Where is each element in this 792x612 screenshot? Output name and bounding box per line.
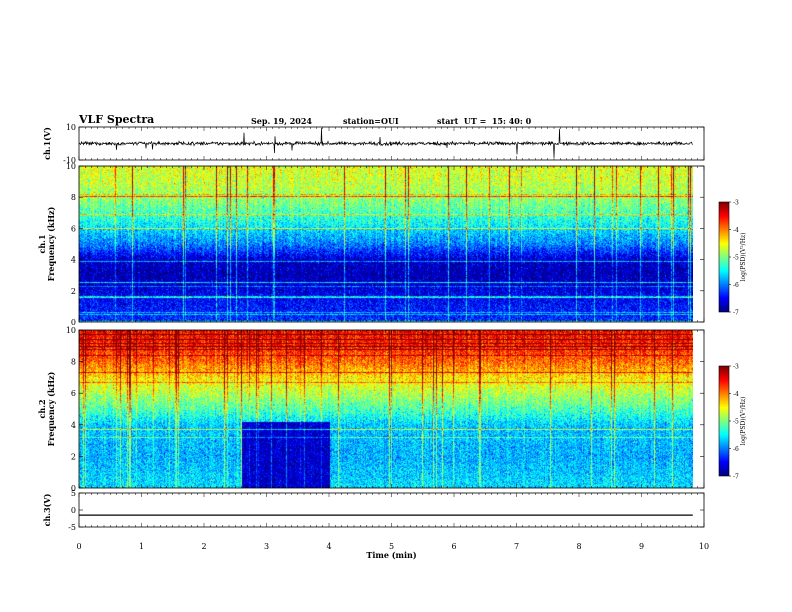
ch2_spectrum-heatmap [79,330,693,488]
ch2_spectrum-colorbar-tick-label: -4 [733,391,739,398]
ch2_spectrum-y-tick-label: 0 [71,484,76,493]
ch2_spectrum-y-tick-label: 6 [71,389,76,398]
x-tick-label: 4 [326,542,331,551]
ch2_spectrum-y-label: ch.2 [37,399,47,418]
ch1_spectrum-colorbar-tick-label: -7 [733,310,739,317]
ch1_waveform-y-label: ch.1(V) [42,127,52,160]
ch1_spectrum-heatmap [79,166,693,322]
ch2_spectrum-colorbar-label: log(PSD)(V²/Hz) [740,397,747,446]
x-tick-label: 9 [639,542,644,551]
x-tick-label: 7 [514,542,519,551]
ch1_spectrum-y-label: Frequency (kHz) [46,206,56,281]
ch1_spectrum-y-tick-label: 2 [71,287,76,296]
ch2_spectrum-y-tick-label: 8 [71,358,76,367]
ch2_spectrum-y-tick-label: 4 [71,421,76,430]
chart-title: VLF Spectra [79,113,155,126]
ch1_spectrum-colorbar-tick-label: -3 [733,200,739,207]
ch2_spectrum-y-tick-label: 2 [71,452,76,461]
ch2_spectrum-y-tick-label: 10 [66,326,76,335]
ch3_waveform-y-label: ch.3(V) [42,493,52,526]
x-tick-label: 3 [264,542,269,551]
ch2_spectrum-colorbar-tick-label: -5 [733,419,739,426]
station-label: station=OUI [343,116,399,126]
ch3_waveform-y-tick-label: 0 [71,506,76,515]
start-time-label: start UT = 15: 40: 0 [437,116,532,126]
ch1_spectrum-colorbar-label: log(PSD)(V²/Hz) [740,233,747,282]
ch1_spectrum-colorbar-tick-label: -5 [733,255,739,262]
ch1_spectrum-y-tick-label: 0 [71,318,76,327]
x-tick-label: 1 [139,542,144,551]
ch1_spectrum-y-tick-label: 10 [66,162,76,171]
ch1_waveform-y-tick-label: -10 [63,156,76,165]
x-axis-label: Time (min) [366,550,416,560]
ch2_spectrum-colorbar-tick-label: -3 [733,364,739,371]
x-tick-label: 6 [451,542,456,551]
ch3_waveform-y-tick-label: -5 [68,523,76,532]
x-tick-label: 8 [576,542,581,551]
ch1_spectrum-colorbar-gradient [719,202,729,312]
x-tick-label: 10 [699,542,709,551]
recording-date: Sep. 19, 2024 [251,116,312,126]
ch3-waveform-frame [78,492,705,528]
ch2_spectrum-y-label: Frequency (kHz) [46,371,56,446]
ch2_spectrum-colorbar-gradient [719,366,729,476]
ch1_spectrum-colorbar-tick-label: -4 [733,227,739,234]
ch2_spectrum-colorbar-tick-label: -6 [733,446,739,453]
ch1_spectrum-y-tick-label: 4 [71,256,76,265]
x-tick-label: 5 [389,542,394,551]
ch2_spectrum-colorbar-tick-label: -7 [733,474,739,481]
ch1_spectrum-colorbar-tick-label: -6 [733,282,739,289]
ch1_spectrum-y-label: ch.1 [37,234,47,253]
x-tick-label: 2 [201,542,206,551]
ch1_spectrum-y-tick-label: 8 [71,193,76,202]
ch1_waveform-y-tick-label: 10 [66,123,76,132]
x-tick-label: 0 [76,542,81,551]
ch3_waveform-y-tick-label: 5 [71,489,76,498]
ch1_spectrum-y-tick-label: 6 [71,224,76,233]
ch1-waveform-line [78,127,693,158]
